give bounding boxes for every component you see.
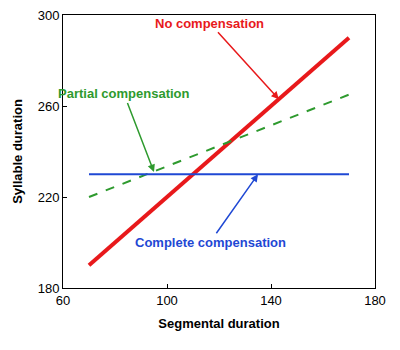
svg-text:260: 260: [38, 99, 60, 114]
svg-text:No compensation: No compensation: [155, 16, 264, 31]
svg-text:Partial compensation: Partial compensation: [58, 86, 190, 101]
svg-text:Complete compensation: Complete compensation: [135, 235, 286, 250]
svg-text:Segmental duration: Segmental duration: [158, 316, 279, 331]
svg-text:100: 100: [156, 293, 178, 308]
svg-text:60: 60: [56, 293, 70, 308]
svg-text:220: 220: [38, 190, 60, 205]
svg-text:180: 180: [38, 281, 60, 296]
svg-text:140: 140: [260, 293, 282, 308]
svg-text:180: 180: [364, 293, 386, 308]
svg-text:Syllable duration: Syllable duration: [10, 99, 25, 204]
svg-text:300: 300: [38, 8, 60, 23]
